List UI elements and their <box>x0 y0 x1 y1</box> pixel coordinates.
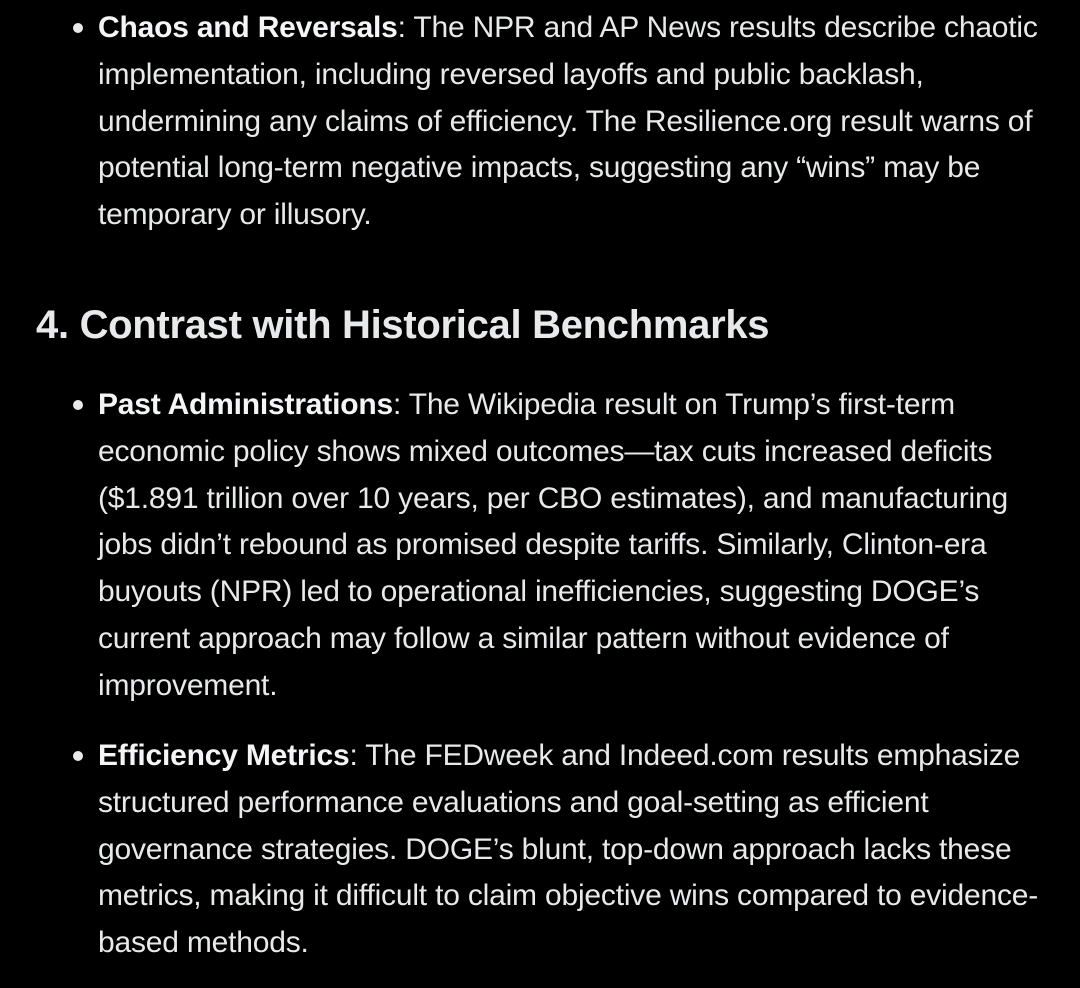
bullet-dot-icon <box>73 23 83 33</box>
list-item-past-administrations: Past Administrations: The Wikipedia resu… <box>73 382 1058 710</box>
bullet-text: The FEDweek and Indeed.com results empha… <box>98 739 1039 960</box>
bullet-title: Efficiency Metrics <box>98 739 350 772</box>
bullet-title: Chaos and Reversals <box>98 11 398 44</box>
bullet-dot-icon <box>73 400 83 410</box>
bullet-separator: : <box>392 388 409 421</box>
bullet-separator: : <box>349 739 366 772</box>
bullet-title: Past Administrations <box>98 388 393 421</box>
list-item-chaos-and-reversals: Chaos and Reversals: The NPR and AP News… <box>73 5 1058 239</box>
bullet-dot-icon <box>73 751 83 761</box>
bullet-separator: : <box>397 11 414 44</box>
list-item-efficiency-metrics: Efficiency Metrics: The FEDweek and Inde… <box>73 733 1058 967</box>
section-heading: 4. Contrast with Historical Benchmarks <box>36 303 770 347</box>
bullet-text: The NPR and AP News results describe cha… <box>98 11 1038 232</box>
bullet-text: The Wikipedia result on Trump’s first-te… <box>98 388 1008 702</box>
